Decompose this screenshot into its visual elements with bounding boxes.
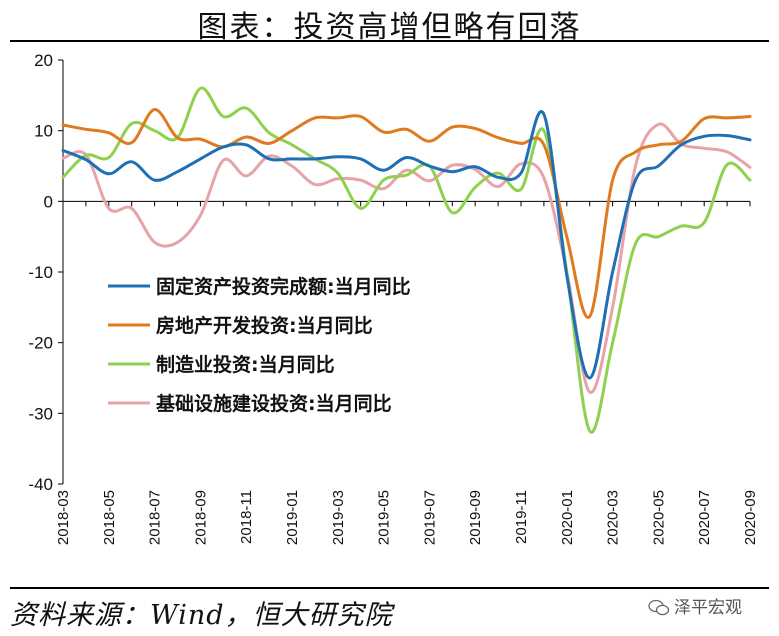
- x-tick-label: 2020-07: [696, 490, 713, 545]
- y-tick-label: 20: [34, 51, 53, 70]
- legend-label-fixed-asset-investment: 固定资产投资完成额:当月同比: [156, 275, 411, 298]
- wechat-icon: [648, 599, 670, 616]
- x-tick-label: 2019-03: [330, 490, 347, 545]
- x-tick-label: 2019-07: [421, 490, 438, 545]
- y-tick-label: -40: [28, 475, 53, 494]
- x-tick-label: 2020-03: [605, 490, 622, 545]
- x-tick-label: 2019-05: [376, 490, 393, 545]
- y-tick-label: -20: [28, 334, 53, 353]
- legend-label-real-estate-investment: 房地产开发投资:当月同比: [156, 314, 373, 337]
- x-tick-label: 2019-11: [513, 490, 530, 544]
- legend-label-infrastructure-investment: 基础设施建设投资:当月同比: [155, 392, 392, 415]
- x-tick-label: 2018-09: [192, 490, 209, 545]
- watermark: 泽平宏观: [648, 593, 742, 618]
- x-tick-label: 2020-05: [650, 490, 667, 545]
- series-line-real-estate-investment: [61, 108, 752, 319]
- x-tick-label: 2018-03: [55, 490, 72, 545]
- series-line-infrastructure-investment: [61, 122, 752, 394]
- watermark-text: 泽平宏观: [674, 598, 742, 618]
- series-line-manufacturing-investment: [61, 86, 752, 434]
- x-tick-label: 2018-11: [238, 490, 255, 544]
- x-tick-label: 2019-09: [467, 490, 484, 545]
- y-tick-label: 0: [44, 192, 53, 211]
- y-tick-label: 10: [34, 122, 53, 141]
- source-rule: [10, 587, 769, 589]
- page-title: 图表：投资高增但略有回落: [197, 10, 582, 45]
- x-tick-label: 2020-09: [742, 490, 759, 545]
- y-tick-label: -10: [28, 263, 53, 282]
- x-tick-label: 2019-01: [284, 490, 301, 545]
- series-line-fixed-asset-investment: [61, 110, 752, 380]
- legend: 固定资产投资完成额:当月同比房地产开发投资:当月同比制造业投资:当月同比基础设施…: [108, 275, 411, 415]
- x-tick-label: 2020-01: [559, 490, 576, 545]
- legend-label-manufacturing-investment: 制造业投资:当月同比: [156, 353, 335, 376]
- x-tick-label: 2018-07: [147, 490, 164, 545]
- series-layer: [61, 86, 752, 434]
- x-tick-label: 2018-05: [101, 490, 118, 545]
- source-note: 资料来源：Wind，恒大研究院: [10, 600, 393, 631]
- title-rule: [10, 40, 769, 42]
- y-tick-label: -30: [28, 404, 53, 423]
